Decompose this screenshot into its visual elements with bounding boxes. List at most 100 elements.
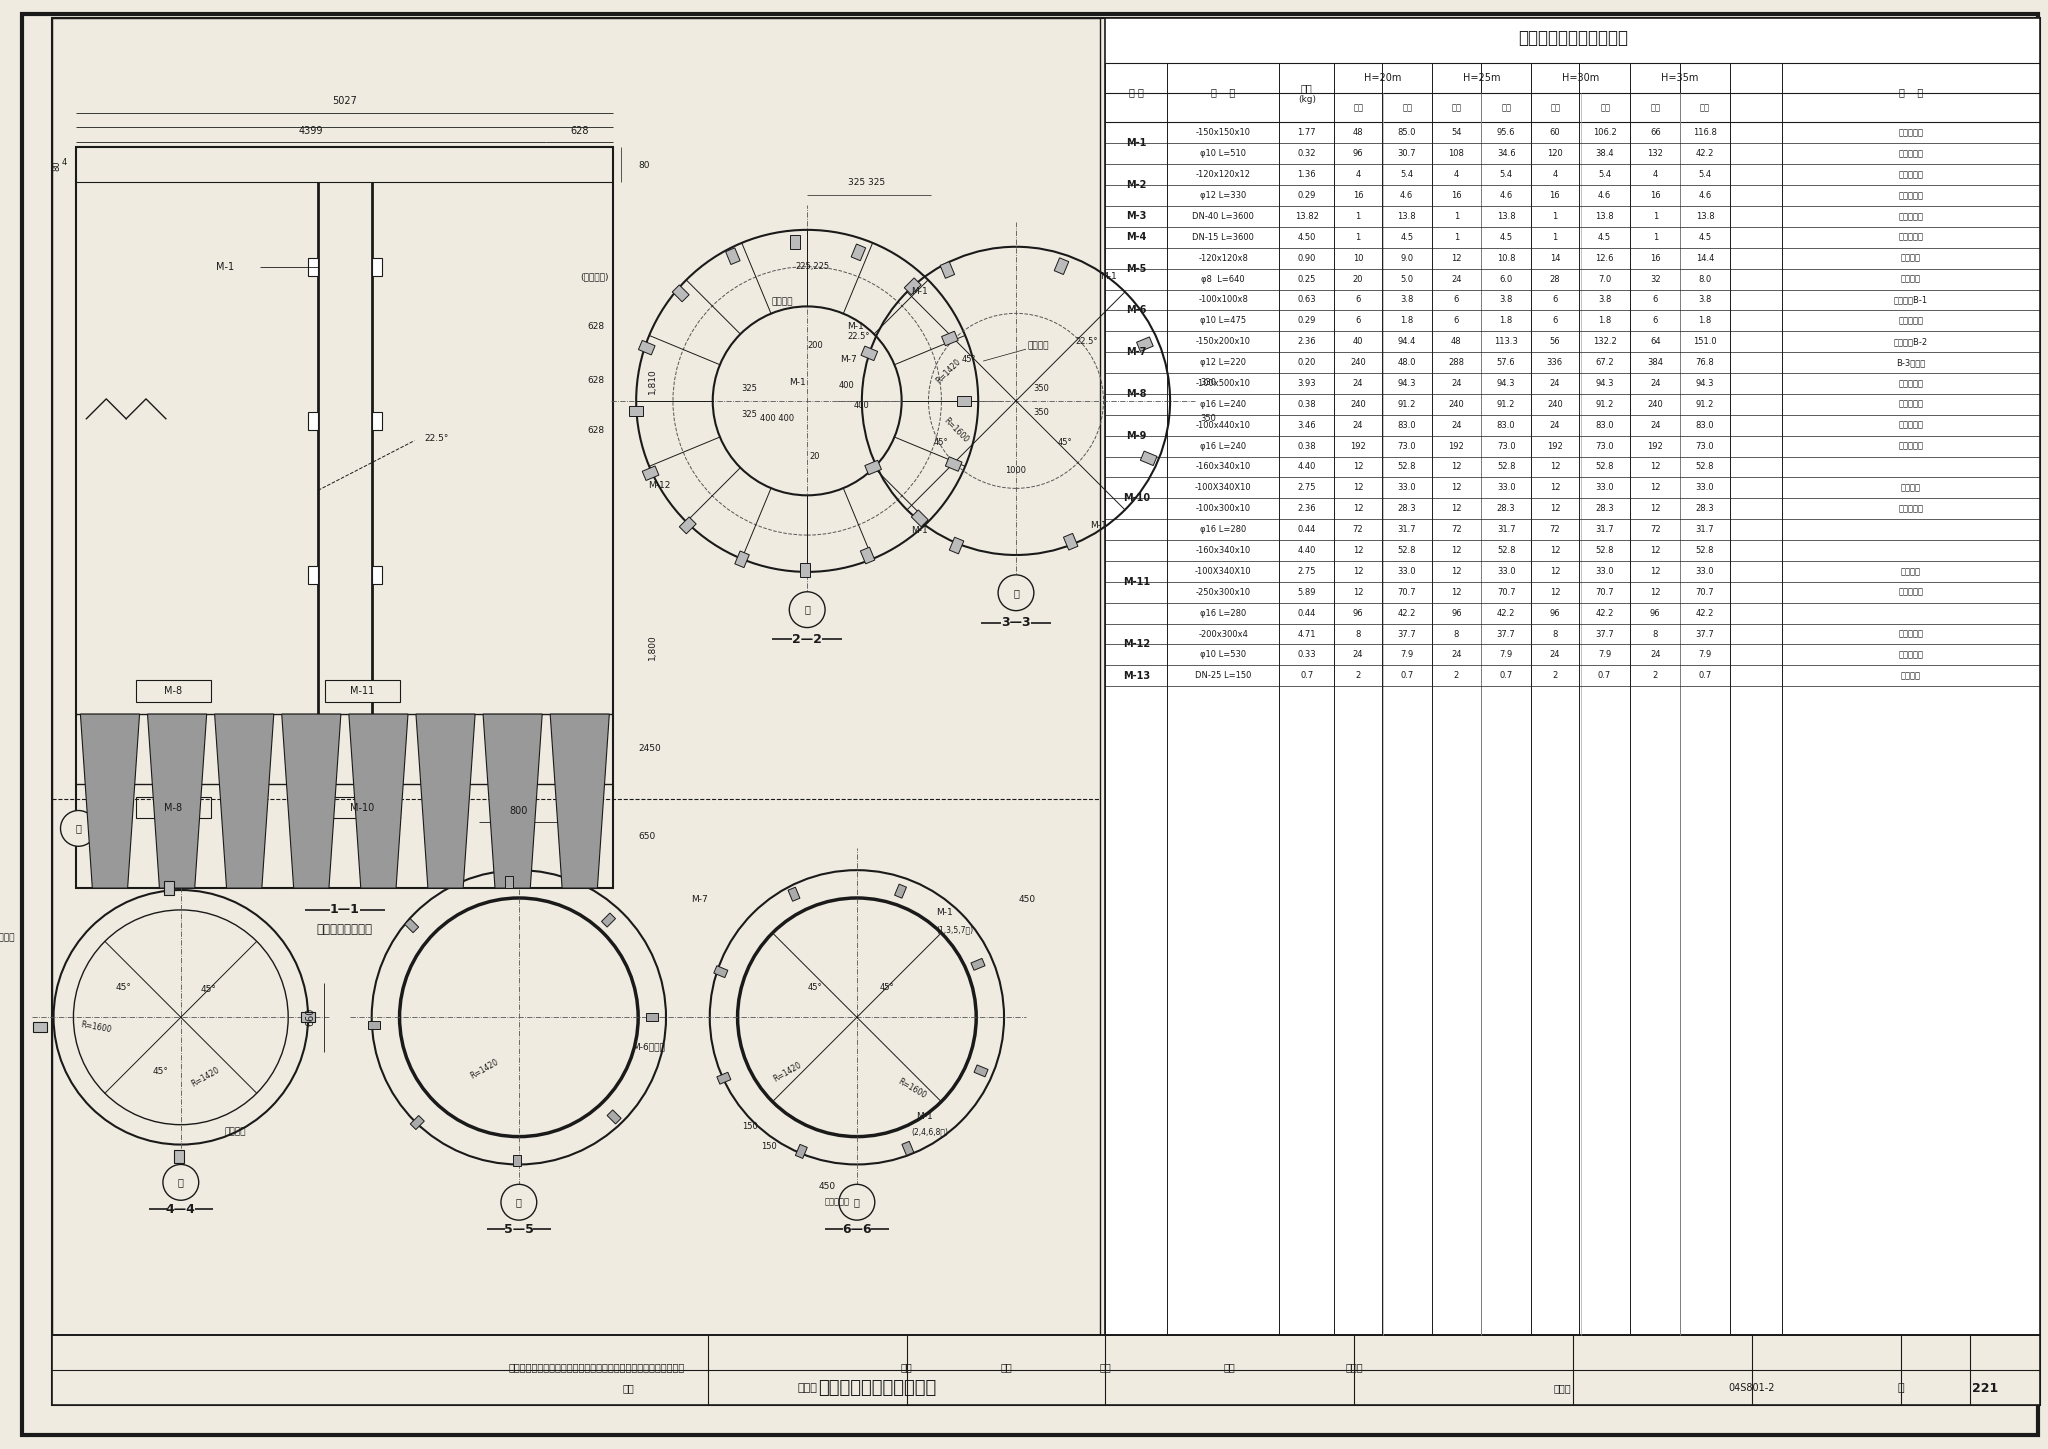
Text: 240: 240	[1546, 400, 1563, 409]
Text: M-1: M-1	[911, 526, 928, 535]
Text: -100x440x10: -100x440x10	[1196, 420, 1251, 430]
Text: 94.3: 94.3	[1595, 380, 1614, 388]
Text: M-1: M-1	[936, 909, 952, 917]
Text: 预埋套管: 预埋套管	[1028, 342, 1049, 351]
Text: 24: 24	[1452, 274, 1462, 284]
Text: 0.7: 0.7	[1698, 671, 1712, 680]
Text: 48: 48	[1452, 338, 1462, 346]
Text: 200: 200	[807, 341, 823, 349]
Text: 325 325: 325 325	[848, 178, 885, 187]
Bar	[369, 1022, 379, 1029]
Text: 1: 1	[1552, 233, 1556, 242]
Text: 4.5: 4.5	[1401, 233, 1413, 242]
Text: 8: 8	[1552, 629, 1559, 639]
Text: 8: 8	[1454, 629, 1458, 639]
Text: 33.0: 33.0	[1397, 484, 1415, 493]
Text: 24: 24	[1651, 651, 1661, 659]
Text: 12: 12	[1354, 567, 1364, 575]
Text: 350: 350	[1032, 409, 1049, 417]
Text: 800: 800	[510, 806, 528, 816]
Text: 9.0: 9.0	[1401, 254, 1413, 262]
Text: φ10 L=530: φ10 L=530	[1200, 651, 1247, 659]
Text: 1: 1	[1653, 212, 1659, 220]
Text: 73.0: 73.0	[1696, 442, 1714, 451]
Text: 梯及支筒顶: 梯及支筒顶	[1898, 149, 1923, 158]
Text: (1,3,5,7层): (1,3,5,7层)	[936, 926, 973, 935]
Text: 52.8: 52.8	[1696, 462, 1714, 471]
Text: 件数: 件数	[1452, 103, 1462, 112]
Text: 1—1: 1—1	[330, 903, 360, 916]
Text: 45°: 45°	[1057, 438, 1073, 448]
Text: 门: 门	[516, 1197, 522, 1207]
Text: 基础及支筒预埋件统计表: 基础及支筒预埋件统计表	[1518, 29, 1628, 46]
Text: 28.3: 28.3	[1397, 504, 1415, 513]
Text: 73.0: 73.0	[1497, 442, 1516, 451]
Bar	[135, 680, 211, 703]
Text: 73.0: 73.0	[1397, 442, 1415, 451]
Text: 2: 2	[1454, 671, 1458, 680]
Text: 4: 4	[1653, 170, 1659, 180]
Text: 6: 6	[1356, 316, 1360, 326]
Text: 5.4: 5.4	[1597, 170, 1612, 180]
Text: 用于焊接水: 用于焊接水	[1898, 380, 1923, 388]
Text: 42.2: 42.2	[1397, 609, 1415, 617]
Text: (kg): (kg)	[1298, 96, 1315, 104]
Text: 洞加固钢筋: 洞加固钢筋	[1898, 191, 1923, 200]
Text: 12: 12	[1651, 484, 1661, 493]
Bar	[174, 1149, 184, 1164]
Text: 0.7: 0.7	[1300, 671, 1313, 680]
Text: 2—2: 2—2	[793, 633, 821, 646]
Text: 支筒预埋件布置图（三）: 支筒预埋件布置图（三）	[817, 1379, 936, 1397]
Text: M-1: M-1	[911, 287, 928, 296]
Text: 规    格: 规 格	[1210, 87, 1235, 97]
Bar	[410, 1116, 424, 1130]
Text: 5.89: 5.89	[1298, 588, 1317, 597]
Text: 95.6: 95.6	[1497, 129, 1516, 138]
Text: 5—5: 5—5	[504, 1223, 535, 1236]
Bar	[76, 148, 612, 888]
Bar	[1137, 338, 1153, 352]
Text: 94.3: 94.3	[1397, 380, 1415, 388]
Bar	[33, 1023, 47, 1032]
Polygon shape	[551, 714, 610, 888]
Text: 5.4: 5.4	[1401, 170, 1413, 180]
Text: R=1600: R=1600	[80, 1020, 113, 1035]
Text: 1.8: 1.8	[1401, 316, 1413, 326]
Text: 1.8: 1.8	[1499, 316, 1513, 326]
Polygon shape	[147, 714, 207, 888]
Text: M-1: M-1	[215, 262, 233, 271]
Bar	[326, 680, 399, 703]
Text: 10.8: 10.8	[1497, 254, 1516, 262]
Text: 24: 24	[1651, 420, 1661, 430]
Text: 38.4: 38.4	[1595, 149, 1614, 158]
Text: 件数: 件数	[1354, 103, 1364, 112]
Polygon shape	[215, 714, 274, 888]
Text: 3.93: 3.93	[1298, 380, 1317, 388]
Text: M-8: M-8	[164, 803, 182, 813]
Bar	[864, 461, 881, 475]
Text: R=1600: R=1600	[942, 416, 971, 445]
Text: -100x500x10: -100x500x10	[1196, 380, 1251, 388]
Text: 52.8: 52.8	[1595, 462, 1614, 471]
Text: 325: 325	[741, 384, 758, 394]
Text: H=20m: H=20m	[1364, 72, 1401, 83]
Circle shape	[502, 1184, 537, 1220]
Bar	[975, 1065, 987, 1077]
Text: 28.3: 28.3	[1595, 504, 1614, 513]
Bar	[326, 797, 399, 819]
Text: 12: 12	[1452, 588, 1462, 597]
Text: φ16 L=240: φ16 L=240	[1200, 400, 1247, 409]
Text: 穿电力电缆: 穿电力电缆	[1898, 233, 1923, 242]
Bar	[301, 1013, 315, 1023]
Text: 门: 门	[854, 1197, 860, 1207]
Text: φ16 L=240: φ16 L=240	[1200, 442, 1247, 451]
Text: 0.7: 0.7	[1401, 671, 1413, 680]
Text: 96: 96	[1352, 609, 1364, 617]
Text: 66: 66	[1651, 129, 1661, 138]
Text: 4.5: 4.5	[1499, 233, 1513, 242]
Text: 12: 12	[1452, 567, 1462, 575]
Text: 83.0: 83.0	[1696, 420, 1714, 430]
Text: 73.0: 73.0	[1595, 442, 1614, 451]
Text: 箱环托梁钢: 箱环托梁钢	[1898, 400, 1923, 409]
Bar	[606, 1110, 621, 1124]
